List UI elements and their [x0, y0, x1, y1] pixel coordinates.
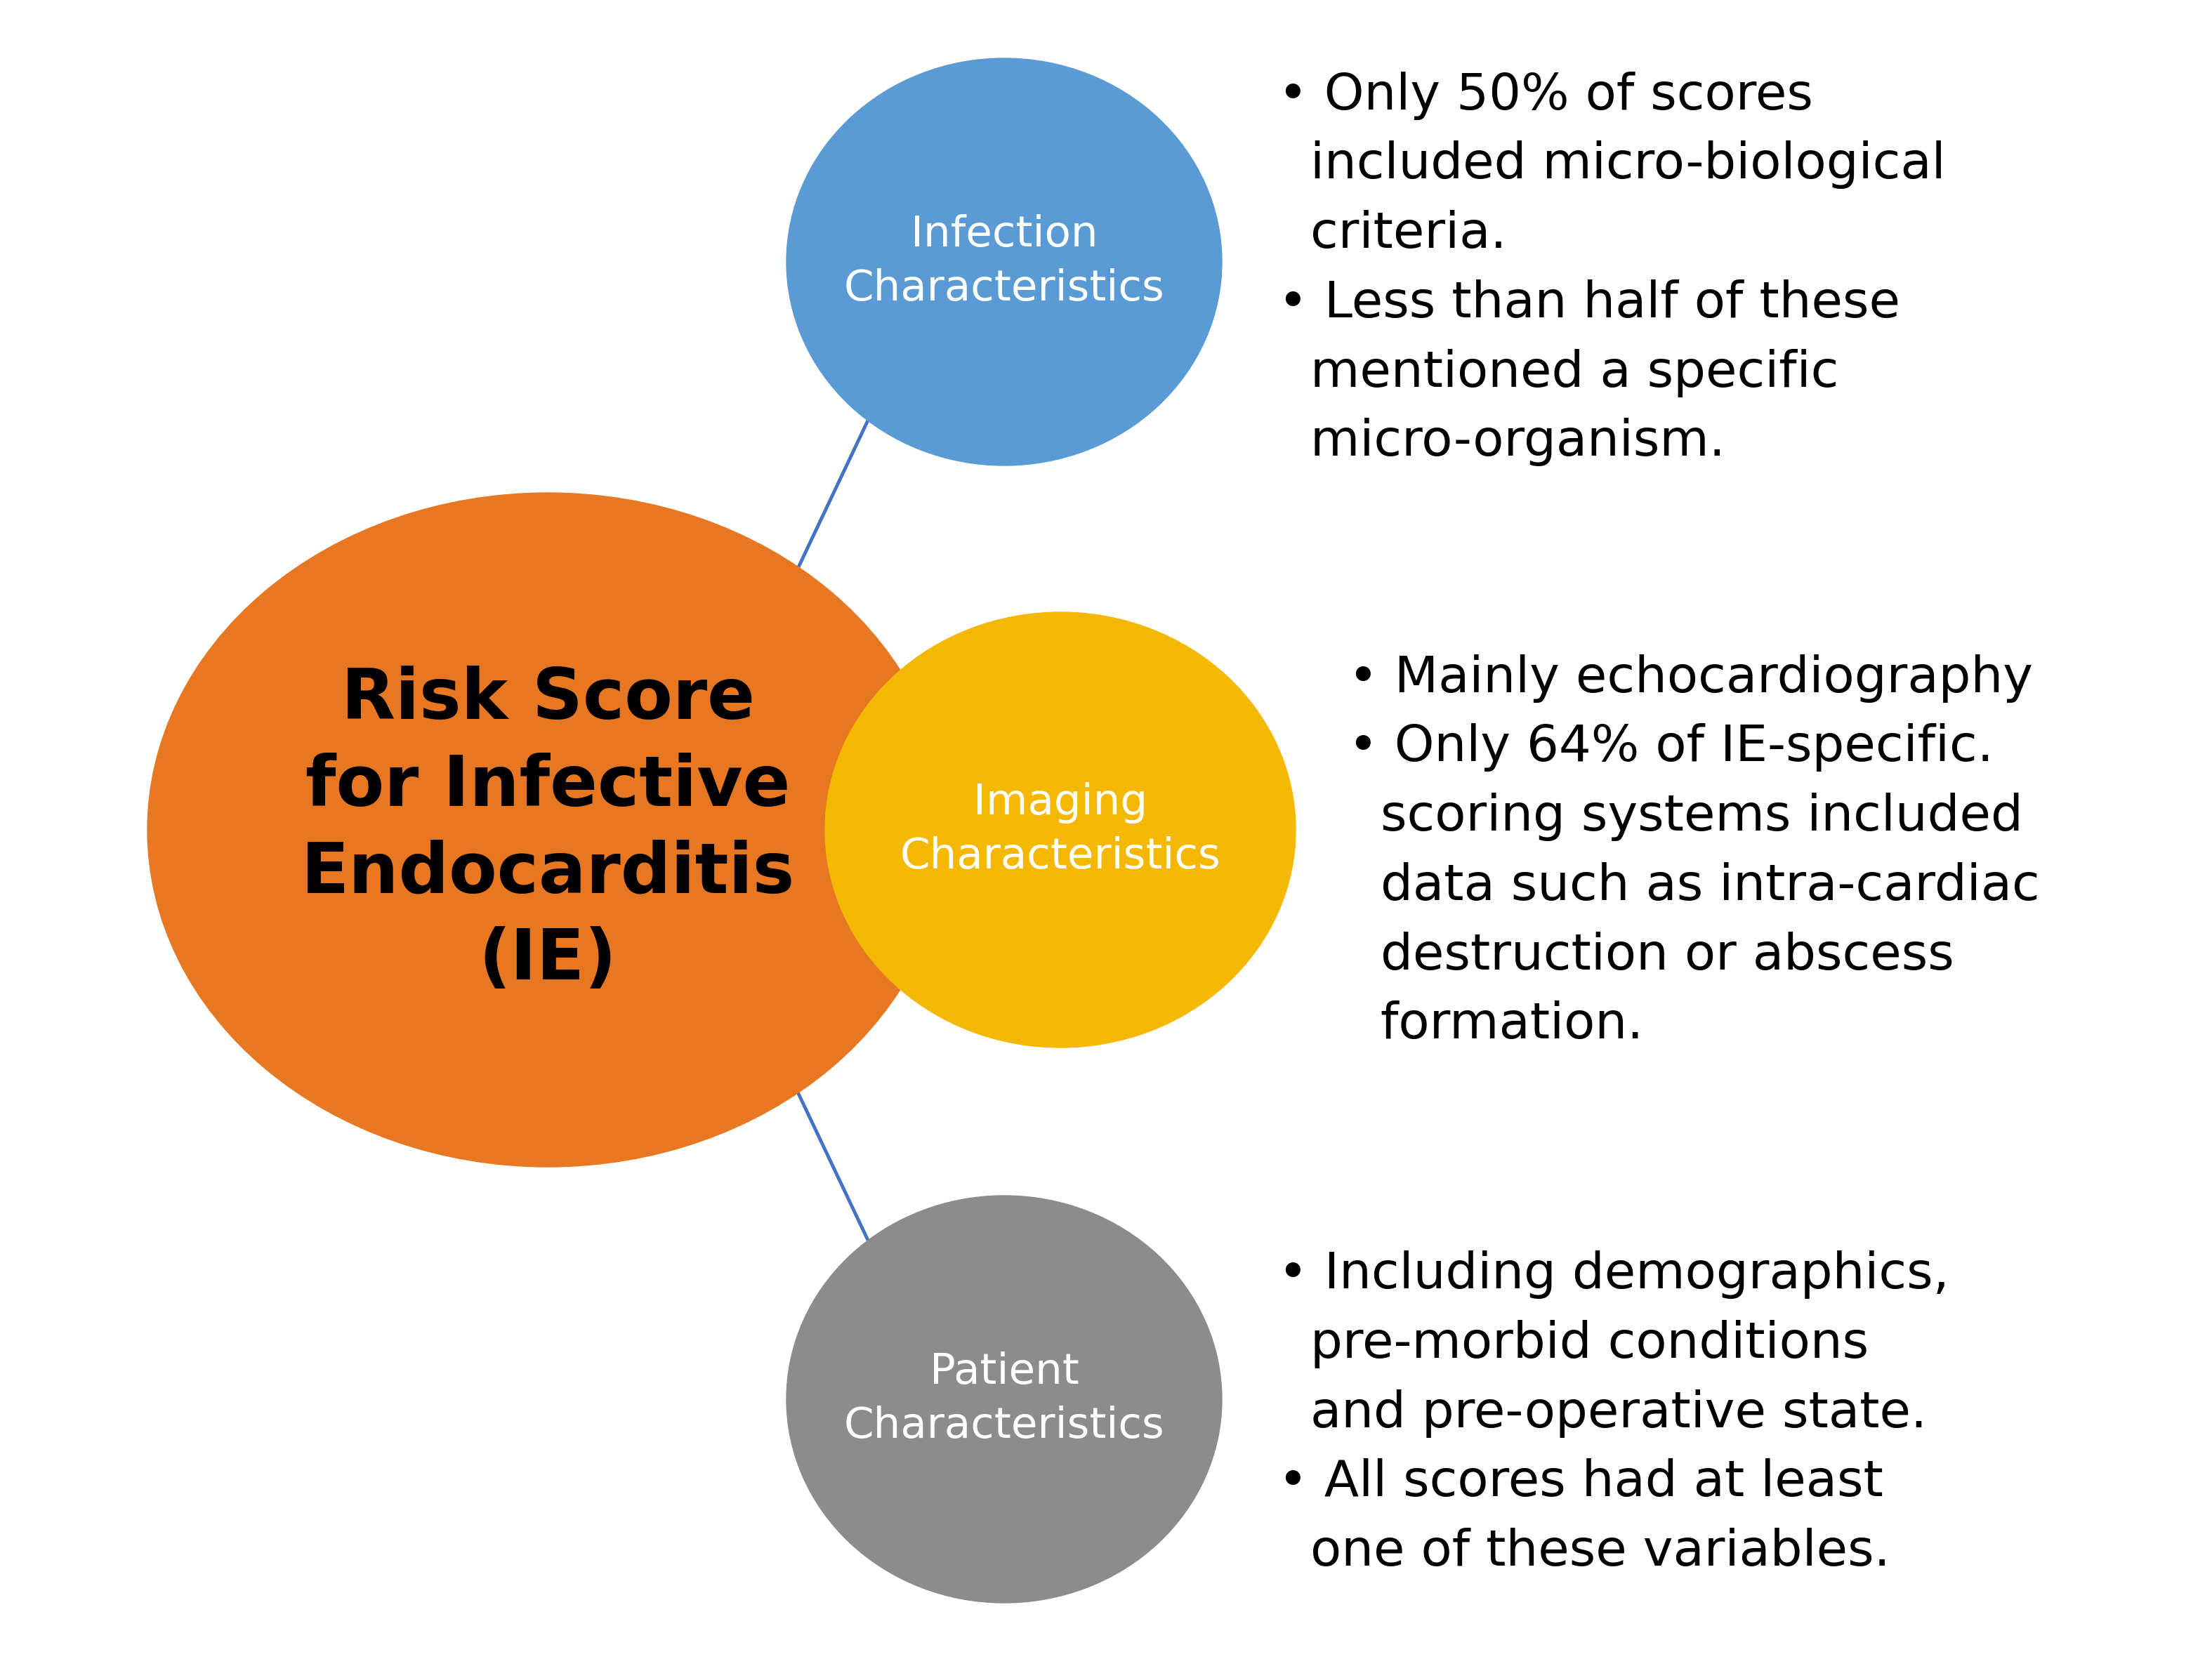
Text: Infection
Characteristics: Infection Characteristics	[843, 214, 1164, 310]
Text: Patient
Characteristics: Patient Characteristics	[843, 1352, 1164, 1447]
Ellipse shape	[148, 493, 949, 1166]
Text: • Including demographics,
  pre-morbid conditions
  and pre-operative state.
• A: • Including demographics, pre-morbid con…	[1279, 1251, 1949, 1576]
Text: Risk Score
for Infective
Endocarditis
(IE): Risk Score for Infective Endocarditis (I…	[301, 665, 794, 994]
Ellipse shape	[825, 612, 1296, 1047]
Ellipse shape	[787, 1196, 1221, 1603]
Text: Imaging
Characteristics: Imaging Characteristics	[900, 781, 1221, 878]
Ellipse shape	[787, 58, 1221, 466]
Text: • Mainly echocardiography
• Only 64% of IE-specific.
  scoring systems included
: • Mainly echocardiography • Only 64% of …	[1349, 654, 2039, 1048]
Text: • Only 50% of scores
  included micro-biological
  criteria.
• Less than half of: • Only 50% of scores included micro-biol…	[1279, 71, 1947, 466]
